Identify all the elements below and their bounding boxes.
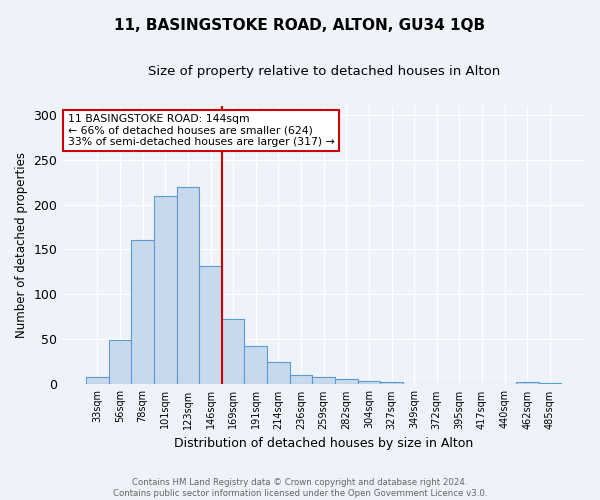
Bar — [335, 379, 358, 384]
Bar — [199, 266, 222, 384]
Bar — [154, 196, 176, 384]
Bar — [222, 319, 244, 384]
Bar — [86, 377, 109, 384]
Bar — [267, 362, 290, 384]
Bar — [380, 382, 403, 384]
Bar — [358, 381, 380, 384]
Text: Contains HM Land Registry data © Crown copyright and database right 2024.
Contai: Contains HM Land Registry data © Crown c… — [113, 478, 487, 498]
Bar — [290, 374, 313, 384]
Text: 11, BASINGSTOKE ROAD, ALTON, GU34 1QB: 11, BASINGSTOKE ROAD, ALTON, GU34 1QB — [115, 18, 485, 32]
Text: 11 BASINGSTOKE ROAD: 144sqm
← 66% of detached houses are smaller (624)
33% of se: 11 BASINGSTOKE ROAD: 144sqm ← 66% of det… — [68, 114, 334, 147]
Bar — [176, 186, 199, 384]
Bar — [244, 346, 267, 385]
Title: Size of property relative to detached houses in Alton: Size of property relative to detached ho… — [148, 65, 500, 78]
X-axis label: Distribution of detached houses by size in Alton: Distribution of detached houses by size … — [174, 437, 473, 450]
Y-axis label: Number of detached properties: Number of detached properties — [15, 152, 28, 338]
Bar — [109, 340, 131, 384]
Bar — [516, 382, 539, 384]
Bar — [539, 382, 561, 384]
Bar — [313, 377, 335, 384]
Bar — [131, 240, 154, 384]
